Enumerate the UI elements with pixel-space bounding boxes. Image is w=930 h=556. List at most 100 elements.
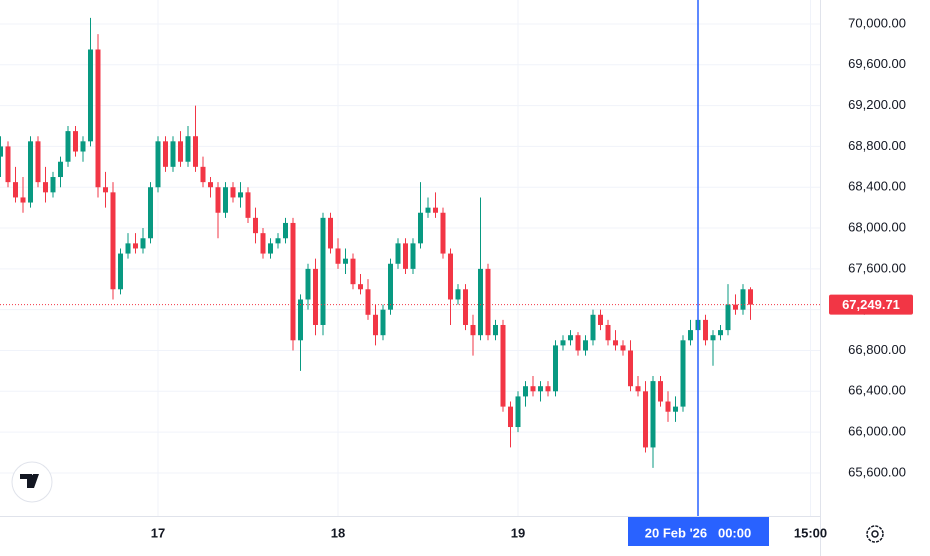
candle-body	[470, 324, 476, 336]
last-price-box	[829, 294, 913, 315]
candle-body	[523, 386, 528, 397]
candle-body	[440, 212, 446, 254]
candle-body	[583, 340, 588, 351]
candle-body	[455, 289, 461, 300]
last-price-label: 67,249.71	[842, 297, 900, 312]
candle-body	[680, 340, 686, 407]
candle-body	[200, 166, 206, 183]
candle-body	[223, 187, 228, 213]
candle-body	[463, 289, 468, 325]
candle-body	[103, 187, 108, 193]
y-tick-label: 70,000.00	[848, 15, 906, 30]
candle-body	[343, 258, 348, 264]
candle-body	[425, 207, 431, 213]
gear	[866, 525, 884, 543]
candle-body	[418, 212, 423, 244]
y-tick-label: 69,200.00	[848, 97, 906, 112]
x-tick-label: 19	[511, 525, 525, 540]
tv-logo[interactable]	[11, 461, 53, 503]
candle-body	[665, 401, 671, 412]
candle-body	[538, 386, 543, 392]
candle-body	[245, 192, 251, 218]
candle-body	[5, 146, 11, 183]
candle-body	[590, 314, 596, 341]
x-tick-label: 17	[151, 525, 165, 540]
candle-body	[718, 330, 723, 336]
candle-body	[260, 233, 266, 254]
candle-body	[35, 141, 41, 183]
crosshair-label: 20 Feb '26 00:00	[645, 525, 751, 540]
candle-body	[118, 253, 123, 290]
candle-body	[643, 391, 648, 448]
candle-body	[358, 284, 363, 290]
candle-body	[673, 406, 678, 412]
gear-hole	[871, 530, 879, 538]
candle-body	[613, 340, 618, 346]
candle-body	[605, 324, 611, 341]
x-tick-label: 18	[331, 525, 345, 540]
y-tick-label: 66,800.00	[848, 342, 906, 357]
candle-body	[598, 314, 603, 325]
candle-body	[328, 217, 333, 249]
y-tick-label: 66,400.00	[848, 383, 906, 398]
candle-body	[478, 268, 483, 336]
candle-body	[748, 289, 753, 305]
candle-body	[253, 217, 258, 234]
candle-body	[410, 243, 416, 269]
candle-body	[433, 207, 438, 213]
candle-body	[575, 335, 581, 351]
candle-body	[80, 141, 86, 152]
candle-body	[493, 324, 498, 336]
candle-body	[395, 243, 401, 264]
candle-body	[290, 222, 296, 341]
candle-body	[88, 49, 93, 142]
candle-body	[650, 381, 656, 448]
candle-body	[275, 238, 281, 244]
x-tick-label: 15:00	[794, 525, 827, 540]
candle-body	[560, 340, 566, 346]
candle-body	[73, 131, 78, 152]
y-tick-label: 65,600.00	[848, 464, 906, 479]
candle-body	[508, 406, 513, 428]
logo-dot	[28, 474, 34, 480]
candle-body	[178, 141, 183, 162]
candle-body	[65, 131, 71, 162]
candle-body	[133, 243, 138, 249]
candle-body	[110, 192, 116, 290]
candle-body	[268, 243, 273, 254]
candle-body	[170, 141, 176, 167]
candle-body	[58, 161, 63, 178]
candle-body	[193, 136, 198, 167]
candle-body	[658, 381, 663, 402]
candle-body	[50, 177, 56, 193]
candle-body	[95, 49, 101, 188]
candle-body	[515, 396, 521, 428]
candle-body	[545, 386, 551, 392]
settings-icon[interactable]	[866, 525, 884, 543]
candle-body	[530, 386, 536, 392]
candle-body	[628, 350, 633, 387]
candle-body	[238, 192, 243, 198]
candle-body	[635, 386, 641, 392]
logo-mark	[20, 474, 39, 488]
candle-body	[725, 304, 731, 331]
candle-body	[568, 335, 573, 341]
candle-body	[733, 304, 738, 310]
candle-body	[380, 309, 386, 336]
candle-body	[553, 345, 558, 392]
candle-body	[140, 238, 146, 249]
candle-body	[403, 243, 408, 269]
candle-body	[688, 330, 693, 341]
candle-body	[125, 243, 131, 254]
candle-body	[485, 268, 491, 336]
candle-body	[500, 324, 506, 407]
candle-body	[703, 319, 708, 341]
candle-body	[283, 222, 288, 239]
candle-body	[448, 253, 453, 300]
candle-body	[43, 182, 48, 193]
candle-body	[298, 299, 303, 341]
candle-body	[740, 289, 746, 310]
y-tick-label: 67,600.00	[848, 260, 906, 275]
y-tick-label: 66,000.00	[848, 424, 906, 439]
